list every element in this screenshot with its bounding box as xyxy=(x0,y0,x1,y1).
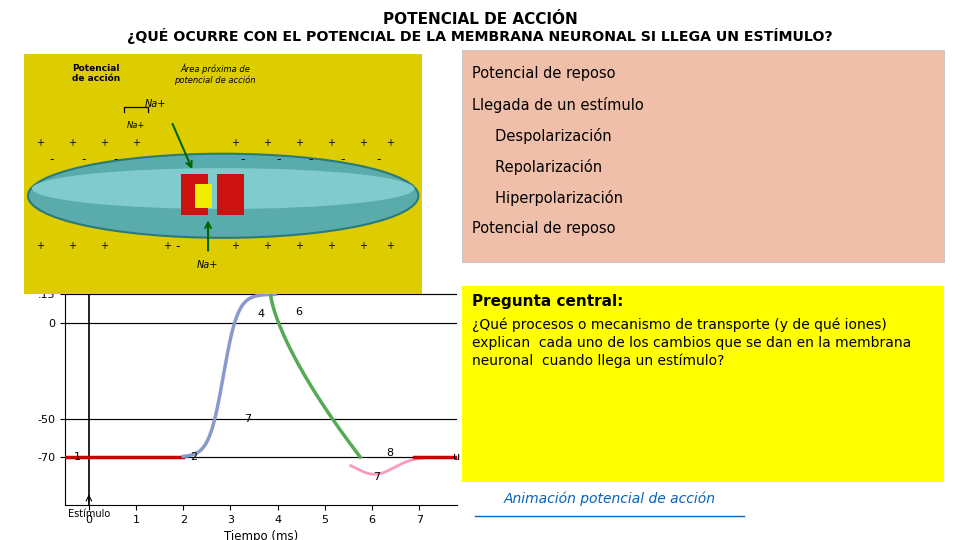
Text: -: - xyxy=(308,153,313,166)
Ellipse shape xyxy=(32,168,415,209)
Text: -: - xyxy=(113,153,118,166)
Text: +: + xyxy=(100,138,108,148)
Text: Hiperpolarización: Hiperpolarización xyxy=(472,190,623,206)
Text: +: + xyxy=(295,241,303,251)
Text: +: + xyxy=(36,241,44,251)
Text: +: + xyxy=(231,138,239,148)
Text: +: + xyxy=(36,138,44,148)
Ellipse shape xyxy=(28,154,419,238)
Text: 1: 1 xyxy=(74,452,81,462)
Text: Potencial
de acción: Potencial de acción xyxy=(72,64,120,83)
Text: -: - xyxy=(50,153,54,166)
Text: Na+: Na+ xyxy=(145,99,166,109)
Text: 7: 7 xyxy=(373,472,380,482)
Text: 4: 4 xyxy=(257,309,265,319)
Text: Despolarización: Despolarización xyxy=(472,128,612,144)
Text: +: + xyxy=(326,241,335,251)
Text: Animación potencial de acción: Animación potencial de acción xyxy=(504,491,716,506)
Bar xyxy=(195,184,212,208)
Text: +: + xyxy=(132,138,139,148)
Text: ¿QUÉ OCURRE CON EL POTENCIAL DE LA MEMBRANA NEURONAL SI LLEGA UN ESTÍMULO?: ¿QUÉ OCURRE CON EL POTENCIAL DE LA MEMBR… xyxy=(127,28,833,44)
Text: 5: 5 xyxy=(269,279,276,289)
FancyBboxPatch shape xyxy=(462,50,944,262)
Text: -: - xyxy=(376,153,381,166)
Text: -: - xyxy=(276,153,281,166)
Text: +: + xyxy=(295,138,303,148)
Text: POTENCIAL DE ACCIÓN: POTENCIAL DE ACCIÓN xyxy=(383,12,577,27)
Text: -: - xyxy=(341,153,345,166)
Text: +: + xyxy=(263,241,271,251)
Text: Llegada de un estímulo: Llegada de un estímulo xyxy=(472,97,644,113)
Text: -: - xyxy=(82,153,86,166)
Text: +: + xyxy=(100,241,108,251)
Bar xyxy=(181,174,208,215)
Text: 8: 8 xyxy=(386,448,394,458)
Text: ¿Qué procesos o mecanismo de transporte (y de qué iones): ¿Qué procesos o mecanismo de transporte … xyxy=(472,318,887,333)
X-axis label: Tiempo (ms): Tiempo (ms) xyxy=(224,530,299,540)
Text: explican  cada uno de los cambios que se dan en la membrana: explican cada uno de los cambios que se … xyxy=(472,336,911,350)
Text: Potencial de reposo: Potencial de reposo xyxy=(472,66,615,81)
Text: 2: 2 xyxy=(190,452,198,462)
Text: +: + xyxy=(231,241,239,251)
Text: -: - xyxy=(175,240,180,253)
Text: +: + xyxy=(387,241,395,251)
Text: +: + xyxy=(326,138,335,148)
FancyBboxPatch shape xyxy=(462,286,944,482)
Text: Potencial de reposo: Potencial de reposo xyxy=(472,221,615,236)
Text: +: + xyxy=(68,241,76,251)
Text: +: + xyxy=(359,138,367,148)
Text: Estímulo: Estímulo xyxy=(68,509,110,519)
Text: Repolarización: Repolarización xyxy=(472,159,602,175)
Text: +: + xyxy=(68,138,76,148)
Text: +: + xyxy=(359,241,367,251)
Text: +: + xyxy=(163,241,172,251)
Text: Na+: Na+ xyxy=(197,260,218,270)
Text: +: + xyxy=(387,138,395,148)
Text: -: - xyxy=(241,153,246,166)
Text: 7: 7 xyxy=(244,414,251,424)
Text: +: + xyxy=(263,138,271,148)
Text: u: u xyxy=(453,452,460,462)
Bar xyxy=(217,174,244,215)
Text: 6: 6 xyxy=(296,307,302,317)
Text: Área próxima de
potencial de acción: Área próxima de potencial de acción xyxy=(175,64,256,85)
Text: neuronal  cuando llega un estímulo?: neuronal cuando llega un estímulo? xyxy=(472,354,725,368)
Text: Na+: Na+ xyxy=(127,122,145,130)
Text: Pregunta central:: Pregunta central: xyxy=(472,294,623,309)
